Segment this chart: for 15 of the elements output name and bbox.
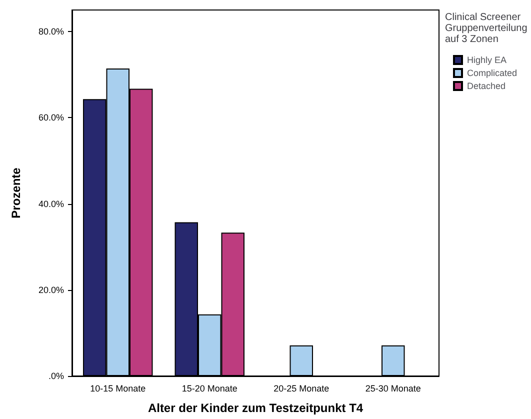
- y-axis-title: Prozente: [9, 167, 23, 218]
- y-tick-label: 60.0%: [38, 112, 64, 123]
- legend-label: Highly EA: [467, 55, 507, 65]
- legend-title: Clinical Screener Gruppenverteilung auf 3 Zonen: [445, 12, 530, 45]
- legend-label: Complicated: [467, 68, 518, 78]
- x-axis-title: Alter der Kinder zum Testzeitpunkt T4: [148, 401, 364, 415]
- y-tick-label: .0%: [48, 371, 64, 381]
- y-tick-label: 80.0%: [38, 26, 64, 37]
- x-tick-label: 10-15 Monate: [90, 384, 146, 394]
- legend-label: Detached: [467, 81, 506, 91]
- y-tick-label: 20.0%: [38, 284, 64, 295]
- y-tick-label: 40.0%: [38, 198, 64, 209]
- x-tick-label: 25-30 Monate: [365, 384, 421, 394]
- x-tick-label: 15-20 Monate: [182, 384, 238, 394]
- x-tick-label: 20-25 Monate: [274, 384, 330, 394]
